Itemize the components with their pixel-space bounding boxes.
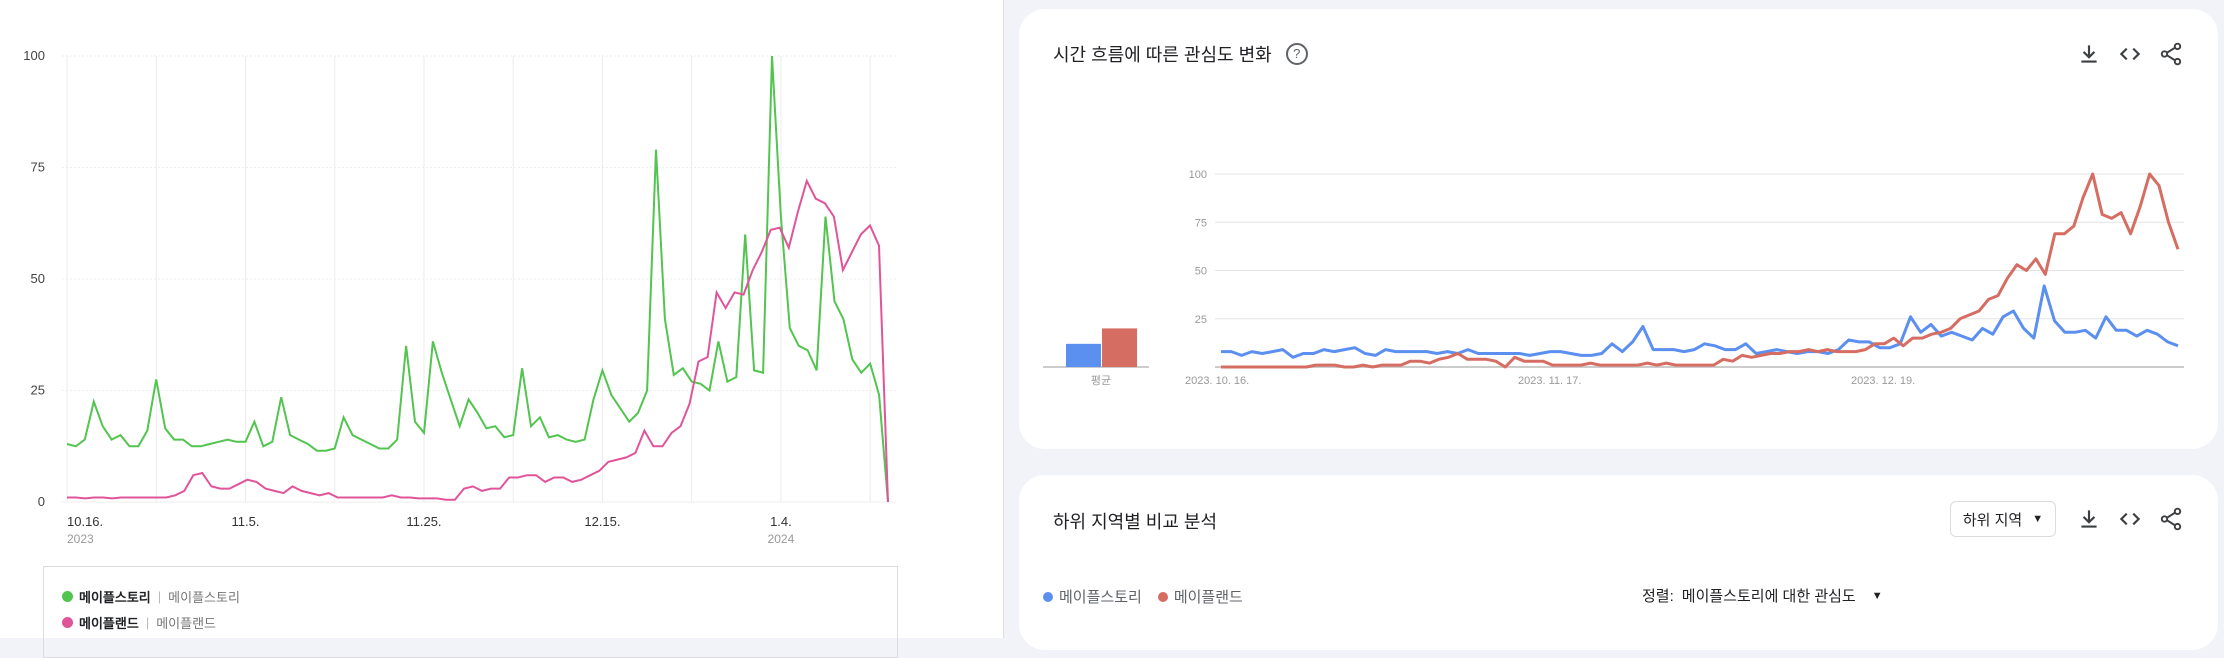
legend-label: 메이플스토리 bbox=[79, 590, 151, 605]
series-line-0 bbox=[66, 55, 889, 503]
subregion-legend: 메이플스토리 메이플랜드 bbox=[1043, 586, 1243, 607]
interest-over-time-card: 시간 흐름에 따른 관심도 변화 ? 100 75 50 25 평균 2023. 10. … bbox=[1019, 9, 2218, 449]
x-tick-label: 12.15. bbox=[584, 514, 620, 529]
x-tick-label: 2023. 11. 17. bbox=[1518, 375, 1581, 387]
sort-value: 메이플스토리에 대한 관심도 bbox=[1681, 588, 1856, 605]
red-dot-icon bbox=[1157, 591, 1168, 602]
legend-item-mapleland[interactable]: 메이플랜드 | 메이플랜드 bbox=[62, 613, 216, 632]
left-legend: 메이플스토리 | 메이플스토리 메이플랜드 | 메이플랜드 bbox=[43, 566, 898, 658]
download-icon[interactable] bbox=[2076, 506, 2102, 532]
separator: | bbox=[145, 615, 150, 630]
x-tick-label: 2023. 12. 19. bbox=[1851, 375, 1915, 387]
y-tick-label: 0 bbox=[38, 494, 45, 509]
dropdown-value: 하위 지역 bbox=[1962, 511, 2023, 529]
x-tick-label: 11.5. bbox=[232, 514, 260, 529]
sort-dropdown[interactable]: 정렬: 메이플스토리에 대한 관심도 ▼ bbox=[1642, 585, 1883, 606]
y-tick-label: 100 bbox=[1189, 169, 1207, 181]
y-tick-label: 25 bbox=[31, 383, 45, 398]
card-title: 하위 지역별 비교 분석 bbox=[1053, 512, 1218, 532]
y-tick-label: 100 bbox=[23, 48, 45, 63]
legend-label: 메이플스토리 bbox=[1059, 589, 1142, 606]
card-title: 시간 흐름에 따른 관심도 변화 bbox=[1053, 45, 1272, 65]
help-icon[interactable]: ? bbox=[1285, 43, 1308, 65]
caret-down-icon: ▼ bbox=[1871, 589, 1883, 602]
average-bar-1 bbox=[1102, 328, 1137, 367]
y-tick-label: 50 bbox=[1195, 266, 1207, 278]
legend-item-mapleland: 메이플랜드 bbox=[1157, 586, 1243, 607]
average-label: 평균 bbox=[1091, 374, 1111, 387]
green-dot-icon bbox=[62, 591, 73, 602]
interest-over-time-chart: 100 75 50 25 평균 2023. 10. 16. 2023. 11. 17. 202… bbox=[1043, 169, 2184, 387]
y-tick-label: 25 bbox=[1195, 314, 1207, 326]
series-line-1 bbox=[1221, 172, 2180, 369]
legend-sublabel: 메이플스토리 bbox=[168, 590, 240, 605]
x-year-label: 2023 bbox=[67, 532, 94, 546]
x-year-label: 2024 bbox=[768, 532, 795, 546]
download-icon[interactable] bbox=[2076, 41, 2102, 67]
card-title-row: 시간 흐름에 따른 관심도 변화 ? bbox=[1053, 41, 1308, 67]
legend-item-maplestory[interactable]: 메이플스토리 | 메이플스토리 bbox=[62, 587, 240, 606]
y-tick-label: 75 bbox=[31, 160, 45, 175]
x-tick-label: 11.25. bbox=[406, 514, 441, 529]
y-tick-label: 75 bbox=[1195, 217, 1207, 229]
share-icon[interactable] bbox=[2158, 506, 2184, 532]
subregion-comparison-card: 하위 지역별 비교 분석 하위 지역 ▼ 메이플스토리 메이플랜드 정렬: 메이플스… bbox=[1019, 475, 2218, 650]
x-tick-label: 1.4. bbox=[770, 514, 792, 529]
left-line-chart: 100 75 50 25 0 10.16. 2023 11.5. 11.25. 12.15. 1.4… bbox=[23, 48, 896, 546]
series-line-1 bbox=[67, 178, 889, 503]
legend-sublabel: 메이플랜드 bbox=[156, 616, 217, 631]
blue-dot-icon bbox=[1043, 591, 1053, 602]
y-tick-label: 50 bbox=[31, 271, 45, 286]
average-bar-0 bbox=[1066, 343, 1101, 367]
separator: | bbox=[157, 589, 162, 604]
embed-code-icon[interactable] bbox=[2117, 506, 2143, 532]
legend-label: 메이플랜드 bbox=[79, 616, 139, 631]
legend-label: 메이플랜드 bbox=[1173, 589, 1243, 606]
subregion-dropdown[interactable]: 하위 지역 ▼ bbox=[1950, 501, 2056, 537]
embed-code-icon[interactable] bbox=[2117, 41, 2143, 67]
x-tick-label: 10.16. bbox=[67, 514, 103, 529]
left-chart-panel: 100 75 50 25 0 10.16. 2023 11.5. 11.25. 12.15. 1.4… bbox=[0, 0, 1004, 658]
legend-item-maplestory: 메이플스토리 bbox=[1043, 586, 1142, 607]
series-line-0 bbox=[1221, 284, 2179, 359]
caret-down-icon: ▼ bbox=[2032, 513, 2044, 525]
sort-label: 정렬: bbox=[1642, 588, 1674, 605]
share-icon[interactable] bbox=[2158, 41, 2184, 67]
card-title-row: 하위 지역별 비교 분석 bbox=[1053, 508, 1217, 534]
pink-dot-icon bbox=[62, 617, 73, 628]
x-tick-label: 2023. 10. 16. bbox=[1185, 375, 1249, 387]
